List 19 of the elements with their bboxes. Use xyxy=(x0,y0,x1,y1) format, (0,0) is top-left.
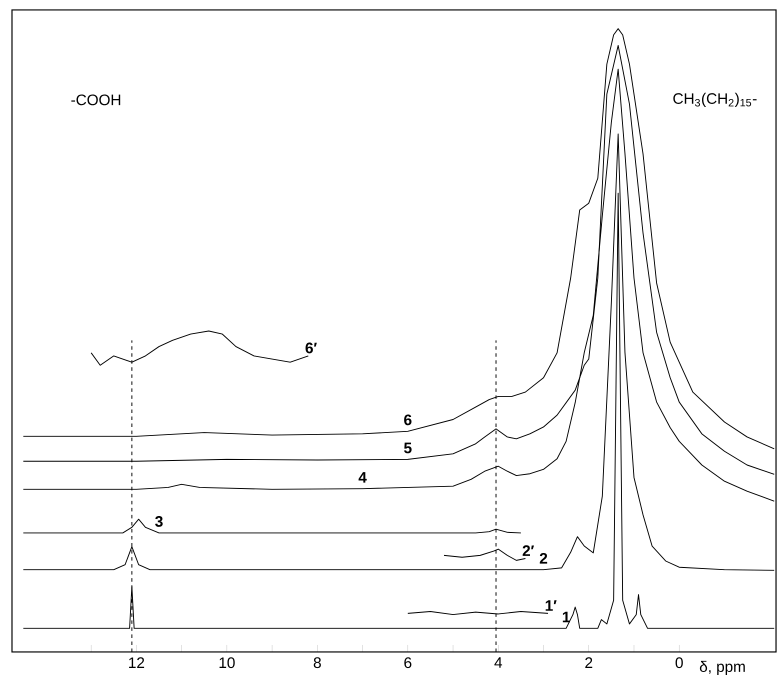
annotation: -COOH xyxy=(71,94,120,106)
series-label: 5 xyxy=(404,442,412,454)
x-tick-label: 10 xyxy=(220,657,235,668)
series-label: 4 xyxy=(358,472,367,483)
series-label: 2′ xyxy=(522,545,534,556)
x-tick-label: 2 xyxy=(585,657,592,668)
x-tick-label: 0 xyxy=(676,657,683,668)
series-label: 1′ xyxy=(546,600,557,611)
x-tick-label: 4 xyxy=(494,657,502,668)
x-tick-label: 8 xyxy=(314,657,321,668)
series-label: 2 xyxy=(540,552,548,564)
series-label: 1 xyxy=(562,612,570,622)
x-tick-label: 6 xyxy=(404,657,412,668)
series-label: 6′ xyxy=(306,342,317,354)
x-tick-label: 12 xyxy=(129,657,144,668)
series-label: 3 xyxy=(155,516,163,527)
series-label: 6 xyxy=(404,414,412,426)
annotation: CH$_{3}$(CH$_{2}$)$_{15}$- xyxy=(673,92,757,107)
x-axis-title: δ, ppm xyxy=(700,660,745,675)
